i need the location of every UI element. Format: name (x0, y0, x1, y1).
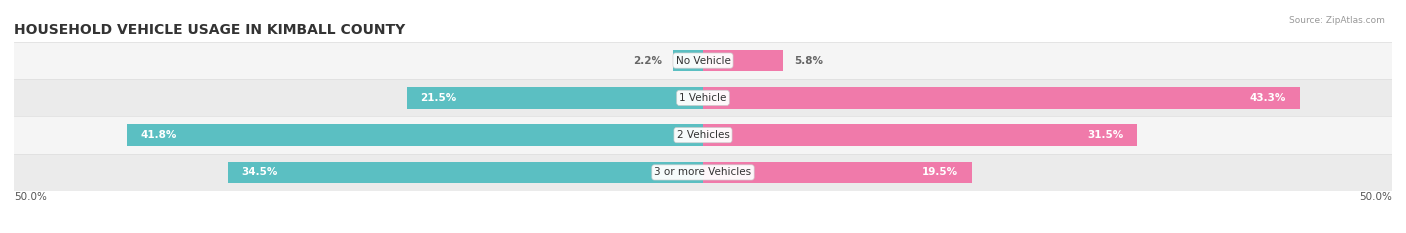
Text: 5.8%: 5.8% (794, 56, 823, 65)
Text: 43.3%: 43.3% (1250, 93, 1286, 103)
Bar (406, 87, 703, 109)
Text: No Vehicle: No Vehicle (675, 56, 731, 65)
Bar (703, 162, 972, 183)
Bar (703, 87, 1299, 109)
Text: HOUSEHOLD VEHICLE USAGE IN KIMBALL COUNTY: HOUSEHOLD VEHICLE USAGE IN KIMBALL COUNT… (14, 23, 405, 37)
Text: 2 Vehicles: 2 Vehicles (676, 130, 730, 140)
Bar (672, 50, 703, 71)
Text: 50.0%: 50.0% (14, 192, 46, 202)
Text: 41.8%: 41.8% (141, 130, 177, 140)
Text: 21.5%: 21.5% (420, 93, 457, 103)
Text: 31.5%: 31.5% (1087, 130, 1123, 140)
Bar (127, 124, 703, 146)
Bar (14, 116, 1392, 154)
Bar (14, 42, 1392, 79)
Bar (228, 162, 703, 183)
Text: 50.0%: 50.0% (1360, 192, 1392, 202)
Text: Source: ZipAtlas.com: Source: ZipAtlas.com (1289, 16, 1385, 25)
Text: 3 or more Vehicles: 3 or more Vehicles (654, 168, 752, 177)
Bar (14, 79, 1392, 116)
Bar (703, 50, 783, 71)
Bar (703, 124, 1137, 146)
Text: 1 Vehicle: 1 Vehicle (679, 93, 727, 103)
Text: 19.5%: 19.5% (922, 168, 957, 177)
Text: 34.5%: 34.5% (242, 168, 278, 177)
Text: 2.2%: 2.2% (633, 56, 662, 65)
Bar (14, 154, 1392, 191)
